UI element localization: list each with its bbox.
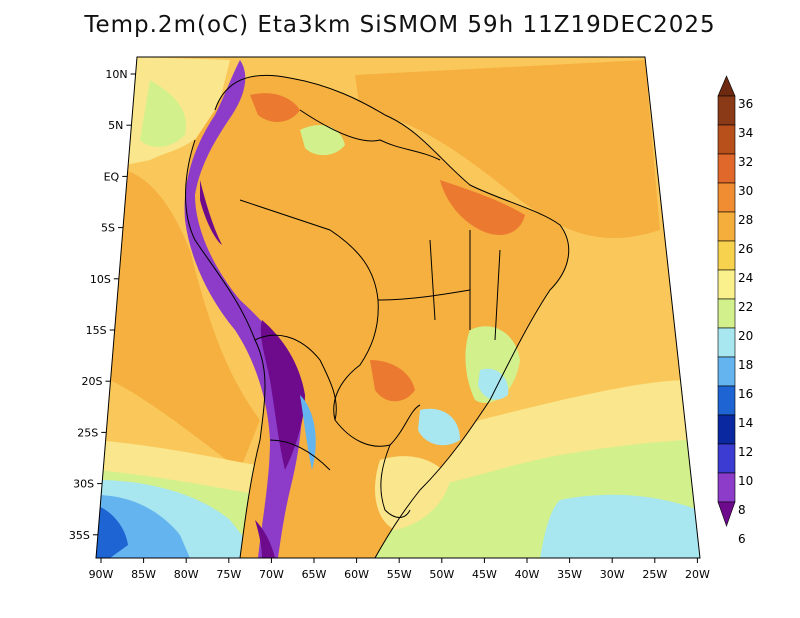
lon-tick-label: 75W xyxy=(216,568,241,581)
venezuela-hotspot xyxy=(250,93,300,122)
altiplano xyxy=(260,320,305,470)
lat-tick-label: 20S xyxy=(81,375,102,388)
colorbar-label: 22 xyxy=(738,300,753,314)
colorbar-label: 10 xyxy=(738,474,753,488)
colorbar-swatch xyxy=(717,298,736,329)
colorbar-swatch xyxy=(717,356,736,387)
lon-tick-label: 85W xyxy=(131,568,156,581)
lon-tick-label: 20W xyxy=(685,568,710,581)
parana-cool xyxy=(418,408,460,446)
lon-tick-label: 65W xyxy=(302,568,327,581)
lon-tick-label: 90W xyxy=(89,568,114,581)
lon-tick-label: 40W xyxy=(515,568,540,581)
colorbar-swatch xyxy=(717,269,736,300)
lat-tick-label: 30S xyxy=(73,478,94,491)
sw-ocean-coldest xyxy=(96,505,128,558)
lon-tick-label: 30W xyxy=(600,568,625,581)
colorbar-top-arrow xyxy=(717,75,736,97)
coastline-east xyxy=(214,74,570,559)
map-title: Temp.2m(oC) Eta3km SiSMOM 59h 11Z19DEC20… xyxy=(84,12,716,38)
colorbar-label: 36 xyxy=(738,97,753,111)
colorbar-swatch xyxy=(717,182,736,213)
border-brazil-west xyxy=(239,199,379,421)
lat-tick-label: 10N xyxy=(105,68,127,81)
lon-tick-label: 35W xyxy=(557,568,582,581)
lat-tick-label: 5S xyxy=(101,222,115,235)
colorbar-swatch xyxy=(717,414,736,445)
colorbar-label: 34 xyxy=(738,126,753,140)
lon-tick-label: 80W xyxy=(174,568,199,581)
colorbar-bottom-arrow xyxy=(717,501,736,527)
colorbar-swatch xyxy=(717,95,736,126)
colorbar-label: 28 xyxy=(738,213,753,227)
pantanal-hotspot xyxy=(370,360,415,402)
colorbar-label: 18 xyxy=(738,358,753,372)
lat-tick-label: 5N xyxy=(108,119,123,132)
lat-tick-label: 35S xyxy=(69,529,90,542)
colorbar-swatch xyxy=(717,327,736,358)
colorbar-swatch xyxy=(717,385,736,416)
latitude-axis: 10N 5N EQ 5S 10S 15S 20S 25S 30S 35S xyxy=(69,68,136,542)
colorbar-label: 32 xyxy=(738,155,753,169)
ne-brazil-hotspot xyxy=(440,180,525,235)
lon-tick-label: 70W xyxy=(259,568,284,581)
colorbar-label: 16 xyxy=(738,387,753,401)
andes-east-slope xyxy=(300,395,316,470)
colorbar: 36 34 32 30 28 26 24 22 20 18 16 14 12 10 8 6 xyxy=(717,75,753,546)
lat-tick-label: 15S xyxy=(86,324,107,337)
south-brazil-mild xyxy=(375,456,450,530)
atlantic-warm-region xyxy=(355,60,660,239)
border-bolivia xyxy=(254,334,337,421)
colorbar-label: 8 xyxy=(738,503,746,517)
colorbar-label: 12 xyxy=(738,445,753,459)
border-argentina-north xyxy=(269,439,331,471)
longitude-axis: 90W 85W 80W 75W 70W 65W 60W 55W 50W 45W 40W 35W 30W 2… xyxy=(89,558,710,581)
se-ocean-cool xyxy=(540,494,700,558)
lat-tick-label: 10S xyxy=(90,273,111,286)
lon-tick-label: 50W xyxy=(429,568,454,581)
colorbar-swatch xyxy=(717,472,736,503)
north-pacific-cool xyxy=(140,80,186,147)
andes-range xyxy=(184,60,302,558)
lat-tick-label: 25S xyxy=(77,426,98,439)
colorbar-label: 26 xyxy=(738,242,753,256)
lon-tick-label: 25W xyxy=(642,568,667,581)
temperature-field xyxy=(96,57,700,558)
colorbar-label: 6 xyxy=(738,532,746,546)
colorbar-swatch xyxy=(717,211,736,242)
patagonia-andes xyxy=(255,520,275,558)
mantiqueira-cool xyxy=(478,368,509,400)
colorbar-label: 24 xyxy=(738,271,753,285)
guiana-highlands xyxy=(300,125,345,156)
lon-tick-label: 55W xyxy=(387,568,412,581)
brazil-states xyxy=(377,230,501,341)
border-uruguay xyxy=(380,444,411,518)
colorbar-swatch xyxy=(717,240,736,271)
colorbar-label: 30 xyxy=(738,184,753,198)
colorbar-label: 14 xyxy=(738,416,753,430)
border-guianas xyxy=(299,109,441,161)
colorbar-swatch xyxy=(717,124,736,155)
colorbar-swatch xyxy=(717,153,736,184)
pacific-warm-band xyxy=(100,168,260,470)
lon-tick-label: 60W xyxy=(344,568,369,581)
map-frame xyxy=(95,56,701,559)
lon-tick-label: 45W xyxy=(472,568,497,581)
peru-andes xyxy=(200,180,222,245)
lat-tick-label: EQ xyxy=(104,170,120,183)
colorbar-label: 20 xyxy=(738,329,753,343)
country-borders xyxy=(185,74,570,559)
colorbar-swatch xyxy=(717,443,736,474)
